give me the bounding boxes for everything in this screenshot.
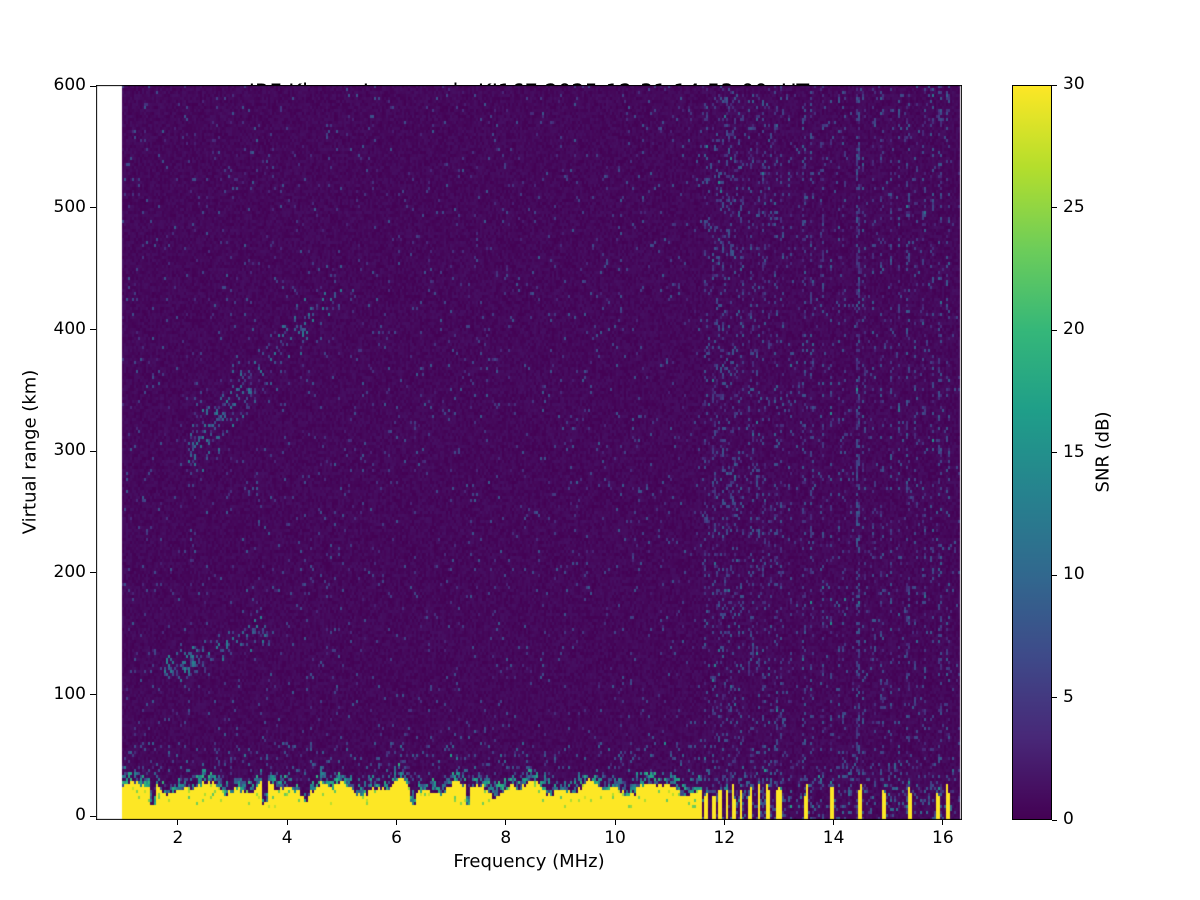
x-tick-mark: [942, 820, 944, 825]
y-tick-label: 200: [53, 561, 86, 582]
colorbar-tick-label: 25: [1063, 196, 1085, 217]
x-tick-mark: [723, 820, 725, 825]
y-tick-label: 0: [75, 805, 86, 826]
x-tick-label: 6: [391, 828, 402, 848]
y-tick-label: 100: [53, 683, 86, 704]
x-tick-mark: [505, 820, 507, 825]
x-tick-mark: [177, 820, 179, 825]
x-tick-label: 16: [932, 828, 954, 848]
colorbar-tick-label: 30: [1063, 74, 1085, 94]
y-tick-label: 600: [53, 75, 86, 96]
colorbar: [1012, 85, 1052, 820]
x-tick-label: 10: [604, 828, 626, 848]
x-tick-mark: [396, 820, 397, 825]
colorbar-tick-mark: [1052, 329, 1057, 331]
colorbar-tick-label: 10: [1063, 564, 1085, 584]
x-tick-label: 4: [281, 828, 293, 848]
y-tick-mark: [90, 572, 96, 574]
colorbar-tick-label: 5: [1063, 686, 1074, 707]
colorbar-tick-label: 15: [1063, 441, 1085, 462]
ionogram-heatmap: [96, 85, 962, 820]
x-axis-label: Frequency (MHz): [453, 851, 605, 872]
y-tick-mark: [90, 450, 96, 452]
y-tick-mark: [90, 85, 96, 87]
x-tick-mark: [614, 820, 616, 825]
colorbar-tick-mark: [1052, 819, 1057, 821]
colorbar-tick-mark: [1052, 697, 1057, 698]
x-tick-mark: [833, 820, 835, 825]
x-tick-label: 8: [500, 828, 512, 848]
y-tick-label: 500: [53, 196, 86, 217]
y-tick-label: 400: [53, 318, 86, 339]
y-tick-mark: [90, 694, 96, 696]
x-tick-label: 2: [172, 828, 184, 848]
y-axis-label: Virtual range (km): [19, 369, 41, 535]
colorbar-tick-mark: [1052, 574, 1057, 576]
x-tick-label: 14: [822, 828, 845, 848]
colorbar-tick-mark: [1052, 452, 1057, 453]
colorbar-tick-mark: [1052, 84, 1057, 86]
y-tick-mark: [90, 329, 96, 331]
x-tick-label: 12: [713, 828, 736, 848]
colorbar-tick-mark: [1052, 207, 1057, 208]
y-tick-mark: [90, 207, 96, 209]
colorbar-tick-label: 20: [1063, 319, 1085, 339]
x-tick-mark: [286, 820, 288, 825]
y-tick-mark: [90, 815, 96, 817]
colorbar-tick-label: 0: [1063, 809, 1074, 829]
y-tick-label: 300: [53, 440, 86, 461]
